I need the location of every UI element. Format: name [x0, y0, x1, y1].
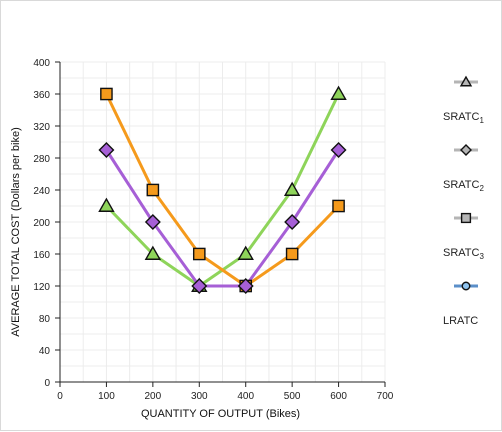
x-tick-label: 500 — [284, 391, 301, 402]
sratc3-point — [146, 183, 160, 197]
x-tick-label: 400 — [237, 391, 254, 402]
sratc3-point — [332, 199, 345, 213]
y-tick-label: 160 — [33, 250, 50, 261]
legend-triangle-icon — [459, 75, 473, 87]
y-tick-label: 40 — [39, 346, 51, 357]
sratc1-point — [237, 245, 254, 260]
sratc2-point — [191, 278, 208, 294]
grid — [59, 61, 386, 383]
x-tick-label: 300 — [191, 391, 208, 402]
y-tick-label: 400 — [33, 58, 50, 69]
sratc1-point — [98, 197, 115, 212]
legend-label: SRATC3 — [443, 247, 484, 261]
sratc1-point — [144, 245, 162, 260]
legend-item-sratc3: SRATC3 — [443, 212, 484, 261]
sratc2-point — [98, 142, 115, 158]
y-tick-label: 0 — [44, 378, 50, 389]
x-axis-title: QUANTITY OF OUTPUT (Bikes) — [141, 408, 300, 420]
sratc3-point — [100, 87, 113, 101]
legend-diamond-icon — [460, 144, 472, 156]
legend-item-lratc: LRATC — [443, 281, 478, 327]
y-axis-title: AVERAGE TOTAL COST (Dollars per bike) — [10, 127, 22, 336]
legend-circle-icon — [461, 281, 471, 291]
y-tick-label: 320 — [33, 122, 50, 133]
sratc2-line — [105, 149, 340, 288]
y-tick-label: 360 — [33, 90, 50, 101]
sratc3-point — [192, 247, 206, 261]
x-tick-label: 700 — [377, 391, 394, 402]
sratc2-point — [144, 214, 161, 230]
series-sratc2-markers — [98, 142, 347, 294]
x-tick-label: 100 — [98, 391, 115, 402]
y-tick-label: 200 — [33, 218, 50, 229]
x-tick-label: 200 — [145, 391, 162, 402]
sratc2-point — [330, 142, 347, 158]
legend-label: LRATC — [443, 315, 478, 327]
sratc3-line — [105, 93, 340, 288]
sratc1-point — [283, 181, 301, 196]
x-tick-labels: 0 100 200 300 400 500 600 700 — [57, 391, 394, 402]
y-tick-label: 240 — [33, 186, 50, 197]
sratc3-point — [285, 247, 299, 261]
series-sratc2 — [105, 149, 340, 288]
x-tick-label: 600 — [330, 391, 347, 402]
axes — [55, 61, 386, 387]
legend-item-sratc2: SRATC2 — [443, 144, 484, 193]
series-sratc3 — [105, 93, 340, 288]
series — [98, 85, 347, 294]
sratc1-point — [330, 85, 347, 100]
legend-item-sratc1: SRATC1 — [443, 75, 484, 125]
x-tick-label: 0 — [57, 391, 63, 402]
y-tick-labels: 0 40 80 120 160 200 240 280 320 360 400 — [33, 58, 50, 389]
legend: SRATC1 SRATC2 SRATC3 LRATC — [443, 75, 484, 327]
legend-label: SRATC1 — [443, 111, 484, 125]
sratc2-point — [237, 278, 254, 294]
legend-square-icon — [460, 212, 472, 224]
y-tick-label: 80 — [39, 314, 51, 325]
legend-label: SRATC2 — [443, 179, 484, 193]
sratc2-point — [284, 214, 301, 230]
y-tick-label: 120 — [33, 282, 50, 293]
y-tick-label: 280 — [33, 154, 50, 165]
